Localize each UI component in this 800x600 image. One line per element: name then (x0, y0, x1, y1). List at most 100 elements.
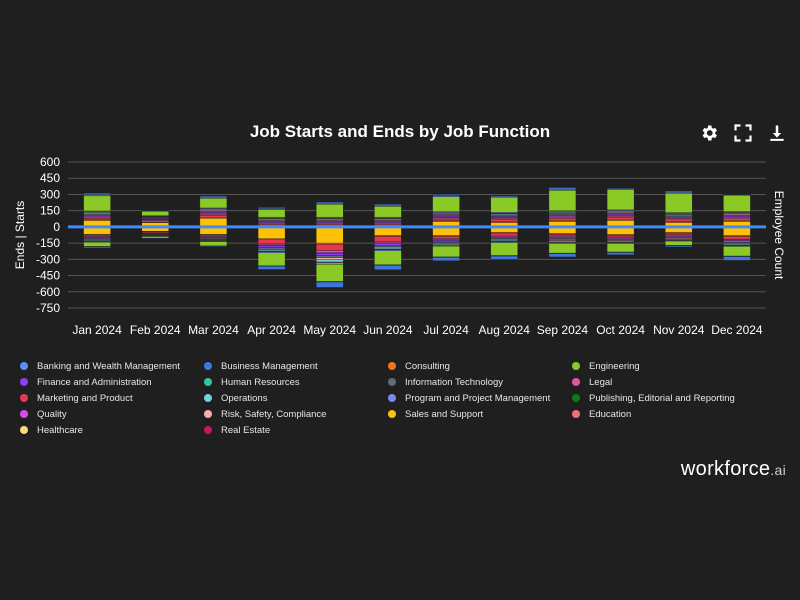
bar-end-segment (606, 235, 635, 238)
legend-marker (204, 410, 212, 418)
bar-end-segment (83, 241, 111, 247)
y-tick-label: 300 (40, 187, 60, 201)
bar-end-segment (723, 240, 751, 243)
legend-marker (388, 394, 396, 402)
legend-item[interactable]: Marketing and Product (20, 390, 204, 406)
gear-icon[interactable] (698, 122, 720, 144)
bar-end-segment (548, 243, 577, 254)
bar-end-segment (199, 241, 228, 247)
bar-end-segment (257, 245, 286, 248)
legend-item[interactable]: Risk, Safety, Compliance (204, 406, 388, 422)
bar-start-segment (374, 203, 402, 206)
bar-end-segment (723, 236, 751, 240)
y-tick-label: -750 (36, 301, 60, 315)
bar-start-segment (83, 192, 111, 195)
bar-start-segment (548, 218, 577, 221)
bar-end-segment (316, 264, 344, 282)
bar-end-segment (316, 250, 344, 253)
bar-start-segment (83, 218, 111, 221)
legend-label: Banking and Wealth Management (37, 360, 180, 372)
legend-item[interactable]: Quality (20, 406, 204, 422)
legend-item[interactable]: Information Technology (388, 374, 572, 390)
expand-icon[interactable] (732, 122, 754, 144)
brand-name: workforce (680, 458, 771, 480)
bar-end-segment (316, 281, 344, 288)
x-tick-label: Jul 2024 (423, 323, 469, 337)
bar-start-segment (199, 195, 228, 198)
x-tick-label: Apr 2024 (247, 323, 296, 337)
legend-marker (20, 362, 28, 370)
bar-start-segment (548, 190, 577, 211)
bar-end-segment (374, 265, 402, 270)
legend-marker (572, 378, 580, 386)
y-tick-label: -450 (36, 269, 60, 283)
bar-end-segment (199, 246, 228, 248)
y-tick-label: 0 (53, 220, 60, 234)
legend-label: Healthcare (37, 424, 83, 436)
bar-end-segment (316, 255, 344, 258)
y-tick-label: 150 (40, 204, 60, 218)
bar-start-segment (432, 194, 460, 196)
y-axis-title: Ends | Starts (13, 201, 27, 269)
legend-label: Engineering (589, 360, 640, 372)
download-icon[interactable] (766, 122, 788, 144)
legend-item[interactable]: Real Estate (204, 422, 388, 438)
bar-end-segment (606, 243, 635, 253)
brand-logo: workforce.ai (681, 458, 786, 481)
legend-label: Real Estate (221, 424, 271, 436)
legend-item[interactable]: Consulting (388, 358, 572, 374)
bar-end-segment (548, 238, 577, 241)
y-tick-label: 450 (40, 171, 60, 185)
legend-marker (204, 378, 212, 386)
legend-item[interactable]: Legal (572, 374, 756, 390)
x-tick-label: May 2024 (303, 323, 356, 337)
legend-marker (388, 378, 396, 386)
legend-item[interactable]: Finance and Administration (20, 374, 204, 390)
bar-start-segment (490, 195, 518, 197)
legend-marker (388, 410, 396, 418)
bar-end-segment (665, 232, 693, 235)
bar-start-segment (199, 198, 228, 209)
bar-end-segment (316, 262, 344, 265)
legend-item[interactable]: Business Management (204, 358, 388, 374)
y-tick-label: 600 (40, 155, 60, 169)
bar-start-segment (199, 215, 228, 218)
bar-end-segment (257, 252, 286, 266)
legend-item[interactable]: Education (572, 406, 756, 422)
legend-marker (572, 362, 580, 370)
bar-end-segment (374, 250, 402, 266)
legend-item[interactable]: Human Resources (204, 374, 388, 390)
legend-label: Sales and Support (405, 408, 484, 420)
legend-item[interactable]: Engineering (572, 358, 756, 374)
bar-end-segment (490, 232, 518, 236)
legend-label: Quality (37, 408, 67, 420)
legend-label: Operations (221, 392, 268, 404)
bar-start-segment (83, 195, 111, 212)
x-tick-label: Nov 2024 (653, 323, 705, 337)
x-tick-label: Feb 2024 (130, 323, 181, 337)
bar-start-segment (432, 218, 460, 221)
legend-item[interactable]: Sales and Support (388, 406, 572, 422)
y2-axis-title: Employee Count (772, 191, 786, 280)
x-tick-label: Oct 2024 (596, 323, 645, 337)
bar-start-segment (665, 192, 693, 213)
bar-end-segment (548, 234, 577, 237)
bar-start-segment (665, 219, 693, 222)
legend-item[interactable]: Program and Project Management (388, 390, 572, 406)
bar-end-segment (316, 253, 344, 256)
bar-start-segment (141, 210, 169, 211)
legend-item[interactable]: Publishing, Editorial and Reporting (572, 390, 756, 406)
bar-end-segment (665, 240, 693, 246)
legend-item[interactable]: Operations (204, 390, 388, 406)
legend-marker (204, 394, 212, 402)
bar-start-segment (257, 209, 286, 218)
legend-label: Consulting (405, 360, 450, 372)
legend-item[interactable]: Banking and Wealth Management (20, 358, 204, 374)
legend-label: Legal (589, 376, 613, 388)
legend-label: Marketing and Product (37, 392, 133, 404)
legend-item[interactable]: Healthcare (20, 422, 204, 438)
x-tick-label: Mar 2024 (188, 323, 239, 337)
y-tick-label: -150 (36, 236, 60, 250)
bar-end-segment (490, 255, 518, 260)
x-tick-label: Jan 2024 (72, 323, 122, 337)
